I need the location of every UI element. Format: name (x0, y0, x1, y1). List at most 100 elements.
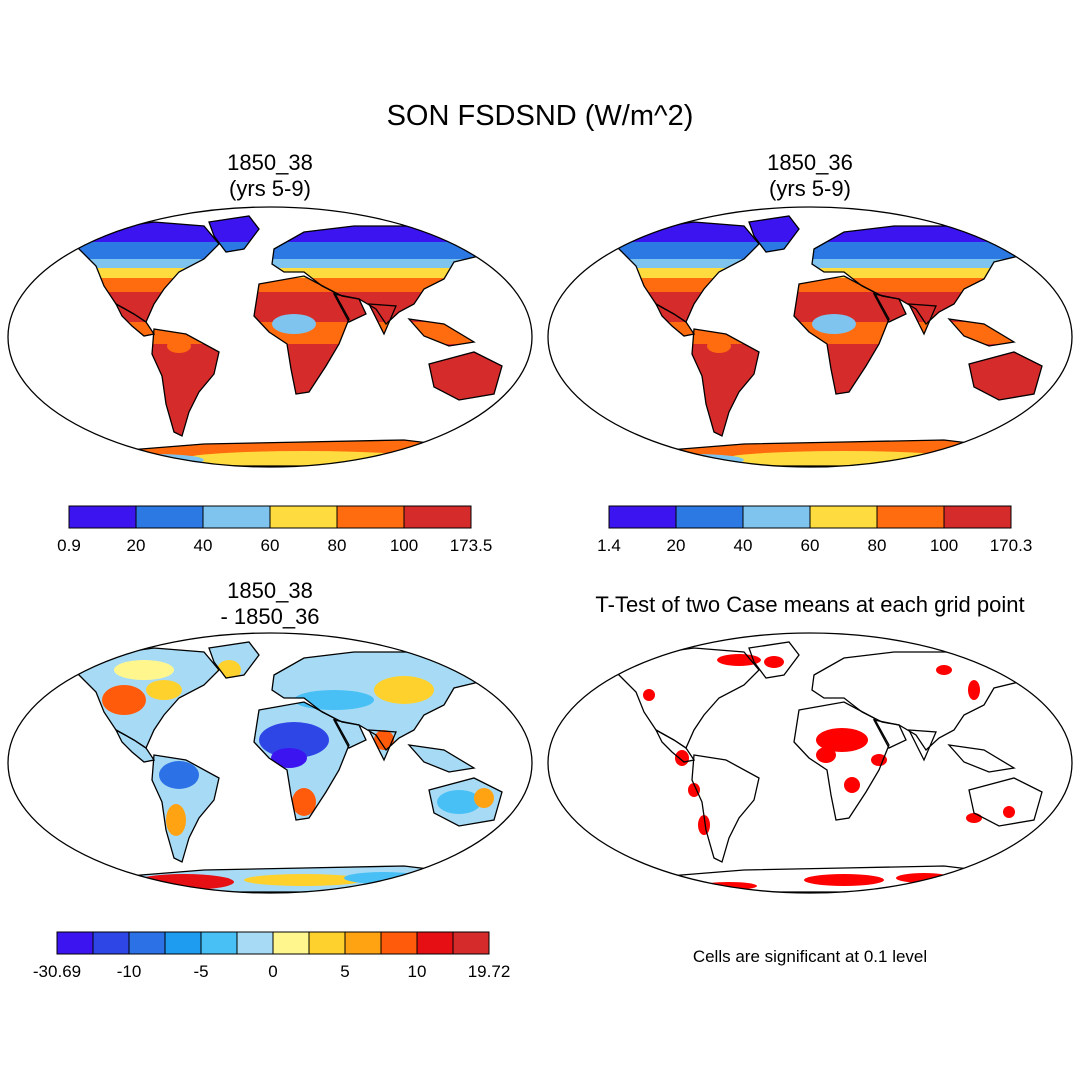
panel-title-line: - 1850_36 (220, 604, 320, 629)
coastline (907, 729, 937, 762)
panel-title-line: T-Test of two Case means at each grid po… (595, 592, 1025, 617)
field-patch (812, 314, 856, 334)
coastline (367, 729, 397, 762)
field-band (614, 242, 1042, 259)
figure-title: SON FSDSND (W/m^2) (386, 100, 694, 132)
coastline (968, 777, 1043, 827)
colorbar-difference (56, 931, 490, 955)
significant-cells (698, 815, 710, 835)
colorbar-tick-label: 170.3 (989, 536, 1033, 555)
coastline (748, 215, 800, 253)
significant-cells (816, 747, 836, 763)
colorbar-tick-label: 0.9 (57, 536, 81, 555)
colorbar-swatch (135, 505, 204, 529)
significance-note: Cells are significant at 0.1 level (692, 947, 928, 966)
colorbar-swatch (416, 931, 454, 955)
map-panel-difference (7, 632, 533, 894)
colorbar-tick-label: 20 (126, 536, 146, 555)
coastline (872, 293, 907, 323)
colorbar-swatch (380, 931, 418, 955)
panel-title-ttest: T-Test of two Case means at each grid po… (540, 592, 1080, 618)
panel-title-case2: 1850_36 (yrs 5-9) (660, 150, 960, 202)
colorbar-swatch (344, 931, 382, 955)
colorbar-swatch (608, 505, 677, 529)
coastline (208, 641, 260, 679)
colorbar-tick-label: 60 (260, 536, 280, 555)
colorbar-tick-label: 20 (666, 536, 686, 555)
coastline (691, 328, 760, 437)
colorbar-swatch (403, 505, 472, 529)
coastline (654, 302, 696, 337)
coastline (253, 701, 350, 821)
field-patch (114, 660, 174, 680)
coastline (407, 744, 476, 773)
coastline (947, 318, 1016, 347)
colorbar-tick-label: 40 (733, 536, 753, 555)
significant-cells (675, 750, 689, 766)
coastline (793, 701, 890, 821)
coastline (332, 719, 367, 749)
significant-cells (643, 689, 655, 701)
colorbar-labels-case2: 1.4 20 40 60 80 100 170.3 (597, 536, 1032, 558)
panel-title-line: 1850_36 (767, 150, 853, 175)
panel-title-line: (yrs 5-9) (229, 176, 311, 201)
field-patch (374, 676, 434, 704)
significant-cells (871, 754, 887, 766)
field-band (614, 259, 1042, 268)
colorbar-swatch (675, 505, 744, 529)
field-band (74, 242, 502, 259)
map-frame (7, 206, 533, 468)
colorbar-labels-case1: 0.9 20 40 60 80 100 173.5 (57, 536, 492, 558)
significant-cells (717, 654, 761, 666)
significant-cells (966, 813, 982, 823)
map-content (548, 633, 1072, 893)
field-patch (167, 339, 191, 353)
significant-cells (1003, 806, 1015, 818)
field-patch (374, 730, 394, 750)
coastline (114, 728, 156, 763)
coastline (72, 221, 220, 323)
colorbar-tick-label: 10 (407, 962, 427, 981)
field-patch (146, 680, 182, 700)
significant-cells (936, 665, 952, 675)
field-patch (292, 788, 316, 816)
coastline (407, 318, 476, 347)
significant-cells (816, 728, 868, 752)
coastline (253, 275, 350, 395)
coastline (748, 641, 800, 679)
field-patch (134, 874, 234, 890)
colorbar-tick-label: 5 (340, 962, 350, 981)
colorbar-swatch (92, 931, 130, 955)
map-panel-case1 (7, 206, 533, 468)
colorbar-swatch (164, 931, 202, 955)
colorbar-swatch (742, 505, 811, 529)
colorbar-tick-label: 0 (268, 962, 278, 981)
map-frame (547, 632, 1073, 894)
colorbar-swatch (56, 931, 94, 955)
coastline (654, 728, 696, 763)
coastline (428, 351, 503, 401)
map-panel-ttest (547, 632, 1073, 894)
colorbar-tick-label: 60 (800, 536, 820, 555)
coastline (428, 777, 503, 827)
field-patch (474, 788, 494, 808)
coastline (151, 754, 220, 863)
coastline (612, 221, 760, 323)
field-patch (272, 314, 316, 334)
colorbar-tick-label: 100 (929, 536, 959, 555)
panel-title-difference: 1850_38 - 1850_36 (120, 578, 420, 630)
colorbar-swatch (336, 505, 405, 529)
colorbar-tick-label: 80 (327, 536, 347, 555)
field-patch (707, 339, 731, 353)
colorbar-swatch (452, 931, 490, 955)
coastline (208, 215, 260, 253)
panel-title-line: 1850_38 (227, 578, 313, 603)
map-content (548, 207, 1072, 467)
colorbar-swatch (308, 931, 346, 955)
colorbar-swatch (128, 931, 166, 955)
colorbar-swatch (809, 505, 878, 529)
panel-title-case1: 1850_38 (yrs 5-9) (120, 150, 420, 202)
map-frame (547, 206, 1073, 468)
ocean-background (548, 633, 1072, 893)
coastline (691, 754, 760, 863)
